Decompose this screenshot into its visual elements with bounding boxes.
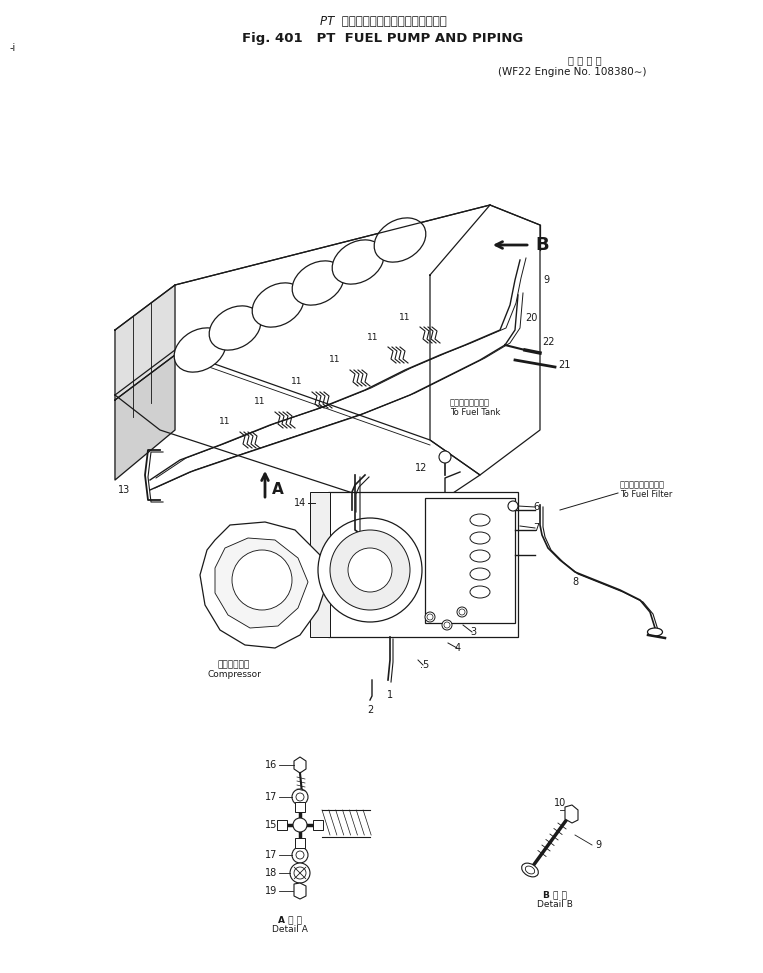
Text: 20: 20 xyxy=(525,313,537,323)
Circle shape xyxy=(459,609,465,615)
Text: 11: 11 xyxy=(330,355,341,365)
Ellipse shape xyxy=(470,550,490,562)
Text: .5: .5 xyxy=(420,660,430,670)
Text: 11: 11 xyxy=(367,333,378,342)
Circle shape xyxy=(348,548,392,592)
Polygon shape xyxy=(565,805,578,823)
Text: 適 用 号 機: 適 用 号 機 xyxy=(568,55,602,65)
Text: 11: 11 xyxy=(291,378,303,386)
Ellipse shape xyxy=(292,261,344,306)
Text: (WF22 Engine No. 108380∼): (WF22 Engine No. 108380∼) xyxy=(497,67,646,77)
Circle shape xyxy=(292,789,308,805)
Circle shape xyxy=(290,863,310,883)
Text: 12: 12 xyxy=(415,463,427,473)
Bar xyxy=(277,820,287,830)
Text: フェエルフィルダへ: フェエルフィルダへ xyxy=(620,480,665,489)
Circle shape xyxy=(444,622,450,628)
Ellipse shape xyxy=(648,628,662,636)
Ellipse shape xyxy=(470,586,490,598)
Polygon shape xyxy=(115,285,175,400)
Polygon shape xyxy=(115,350,480,515)
Polygon shape xyxy=(430,205,540,475)
Text: 19: 19 xyxy=(265,886,277,896)
Circle shape xyxy=(296,851,304,859)
Text: 6: 6 xyxy=(533,502,539,512)
Text: 21: 21 xyxy=(558,360,571,370)
Circle shape xyxy=(457,607,467,617)
Text: 11: 11 xyxy=(254,398,266,407)
Polygon shape xyxy=(115,355,175,480)
Circle shape xyxy=(330,530,410,610)
Ellipse shape xyxy=(252,283,304,327)
Text: 13: 13 xyxy=(118,485,130,495)
Text: 11: 11 xyxy=(219,417,230,426)
Text: A: A xyxy=(272,483,284,497)
Text: -i: -i xyxy=(10,43,16,53)
Ellipse shape xyxy=(332,240,384,284)
Text: 15: 15 xyxy=(265,820,277,830)
Ellipse shape xyxy=(470,568,490,580)
Text: 4: 4 xyxy=(455,643,461,653)
Ellipse shape xyxy=(470,532,490,544)
Text: To Fuel Filter: To Fuel Filter xyxy=(620,490,672,499)
Text: 18: 18 xyxy=(265,868,277,878)
Circle shape xyxy=(439,451,451,463)
Bar xyxy=(425,498,515,623)
Text: B: B xyxy=(535,236,549,254)
Ellipse shape xyxy=(470,514,490,526)
Text: PT  フェエルポンプおよびパイピング: PT フェエルポンプおよびパイピング xyxy=(320,15,446,28)
Text: 2: 2 xyxy=(367,705,373,715)
Text: Compressor: Compressor xyxy=(207,670,261,679)
Text: 14: 14 xyxy=(294,498,306,508)
Text: コンプレッサ: コンプレッサ xyxy=(218,660,250,669)
Text: B 詳 細: B 詳 細 xyxy=(543,890,567,899)
Circle shape xyxy=(318,518,422,622)
Circle shape xyxy=(292,847,308,863)
Text: 22: 22 xyxy=(542,337,555,347)
Text: 9: 9 xyxy=(595,840,601,850)
Text: 17: 17 xyxy=(265,792,277,802)
Circle shape xyxy=(427,614,433,620)
Polygon shape xyxy=(294,757,306,773)
Text: 16: 16 xyxy=(265,760,277,770)
Circle shape xyxy=(232,550,292,610)
Circle shape xyxy=(442,620,452,630)
Text: 11: 11 xyxy=(399,312,410,321)
Text: 1: 1 xyxy=(387,690,393,700)
Bar xyxy=(310,492,330,637)
Circle shape xyxy=(508,501,518,511)
Polygon shape xyxy=(200,522,328,648)
Bar xyxy=(313,820,323,830)
Ellipse shape xyxy=(522,863,539,877)
Circle shape xyxy=(296,793,304,801)
Polygon shape xyxy=(294,883,306,899)
Bar xyxy=(328,492,518,637)
Circle shape xyxy=(425,612,435,622)
Text: Detail A: Detail A xyxy=(272,925,308,934)
Text: 9: 9 xyxy=(543,275,549,285)
Text: 8: 8 xyxy=(572,577,578,587)
Bar xyxy=(295,802,305,812)
Ellipse shape xyxy=(526,866,535,874)
Text: 10: 10 xyxy=(554,798,566,808)
Text: 17: 17 xyxy=(265,850,277,860)
Ellipse shape xyxy=(174,328,226,372)
Text: To Fuel Tank: To Fuel Tank xyxy=(450,408,501,417)
Bar xyxy=(295,838,305,848)
Circle shape xyxy=(294,867,306,879)
Text: A 詳 細: A 詳 細 xyxy=(278,915,302,924)
Text: フェエルタンクへ: フェエルタンクへ xyxy=(450,398,490,407)
Text: Fig. 401   PT  FUEL PUMP AND PIPING: Fig. 401 PT FUEL PUMP AND PIPING xyxy=(243,32,523,45)
Text: 7: 7 xyxy=(533,523,539,533)
Ellipse shape xyxy=(209,306,261,350)
Ellipse shape xyxy=(374,218,426,262)
Text: 3: 3 xyxy=(470,627,476,637)
Circle shape xyxy=(293,818,307,832)
Text: Detail B: Detail B xyxy=(537,900,573,909)
Polygon shape xyxy=(215,538,308,628)
